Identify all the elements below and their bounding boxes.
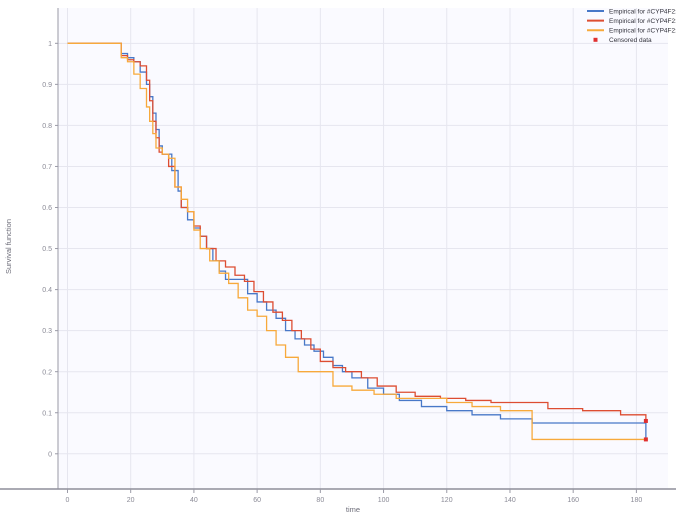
x-tick-label: 40 xyxy=(190,497,198,504)
y-tick-label: 0.8 xyxy=(42,123,52,130)
legend-dot-swatch xyxy=(593,37,598,42)
x-tick-label: 120 xyxy=(441,497,453,504)
x-axis-title: time xyxy=(346,505,360,514)
x-tick-label: 20 xyxy=(127,497,135,504)
y-tick-label: 0.5 xyxy=(42,246,52,253)
legend-label: Empirical for #CYP4F2:3 xyxy=(609,28,676,35)
legend-item-4[interactable]: Censored data xyxy=(593,37,653,44)
x-axis-ticks: 0 20 40 60 80 100 120 140 160 180 xyxy=(66,489,643,504)
censored-marker xyxy=(643,418,648,423)
legend-label: Censored data xyxy=(609,37,652,44)
y-tick-label: 0 xyxy=(48,451,52,458)
y-tick-label: 0.4 xyxy=(42,287,52,294)
y-tick-label: 0.9 xyxy=(42,82,52,89)
series-line-3 xyxy=(67,42,646,441)
legend-label: Empirical for #CYP4F2:2 xyxy=(609,18,676,25)
y-tick-label: 0.2 xyxy=(42,369,52,376)
legend-label: Empirical for #CYP4F2:1 xyxy=(609,8,676,15)
x-tick-label: 100 xyxy=(378,497,390,504)
legend[interactable]: Empirical for #CYP4F2:1 Empirical for #CY… xyxy=(587,8,676,44)
y-axis-title: Survival function xyxy=(4,219,13,274)
y-axis-ticks: 0 0.1 0.2 0.3 0.4 0.5 0.6 0.7 0.8 0.9 1 xyxy=(42,41,58,458)
y-tick-label: 0.1 xyxy=(42,410,52,417)
legend-item-3[interactable]: Empirical for #CYP4F2:3 xyxy=(587,28,676,35)
x-tick-label: 140 xyxy=(504,497,516,504)
x-tick-label: 160 xyxy=(567,497,579,504)
x-tick-label: 60 xyxy=(253,497,261,504)
x-tick-label: 80 xyxy=(316,497,324,504)
x-tick-label: 0 xyxy=(66,497,70,504)
legend-item-1[interactable]: Empirical for #CYP4F2:1 xyxy=(587,8,676,15)
censored-markers xyxy=(643,418,648,442)
censored-marker xyxy=(643,437,648,442)
y-tick-label: 0.3 xyxy=(42,328,52,335)
y-tick-label: 1 xyxy=(48,41,52,48)
series-line-2 xyxy=(67,42,647,421)
x-tick-label: 180 xyxy=(631,497,643,504)
grid-lines xyxy=(58,8,668,489)
series-lines xyxy=(67,42,647,441)
legend-item-2[interactable]: Empirical for #CYP4F2:2 xyxy=(587,18,676,25)
y-tick-label: 0.6 xyxy=(42,205,52,212)
y-tick-label: 0.7 xyxy=(42,164,52,171)
